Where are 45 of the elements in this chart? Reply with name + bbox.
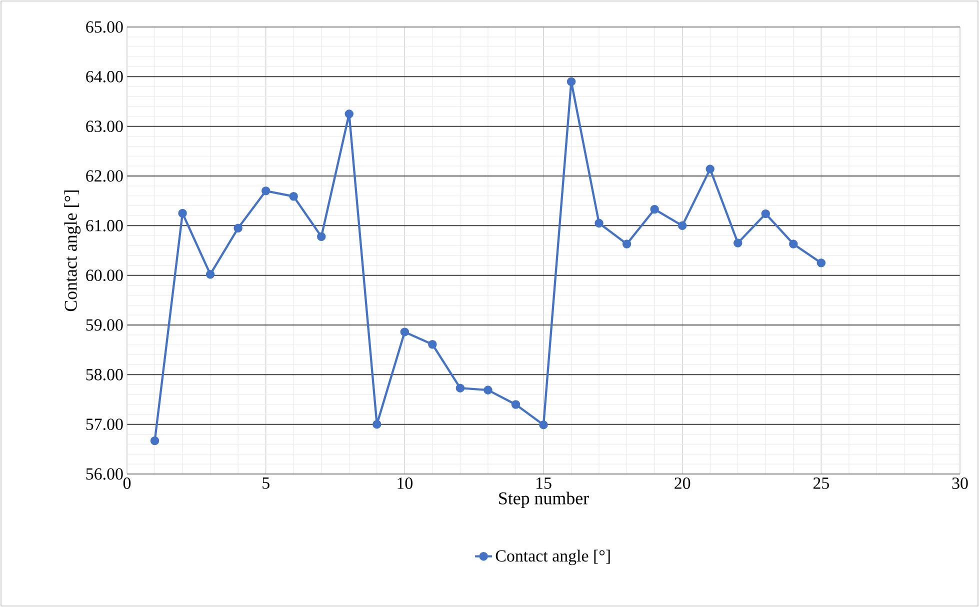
x-tick-label: 15 xyxy=(536,478,552,489)
point xyxy=(539,420,548,430)
x-tick-label: 5 xyxy=(262,478,270,489)
point xyxy=(622,240,632,248)
point xyxy=(650,204,659,214)
point xyxy=(566,77,576,86)
point xyxy=(428,340,437,349)
x-axis-title: Step number xyxy=(499,492,589,508)
y-axis-title: Contact angle [°] xyxy=(64,190,81,312)
point xyxy=(261,186,270,196)
y-tick-label: 59.00 xyxy=(86,319,123,331)
point xyxy=(344,110,354,118)
y-tick-label: 65.00 xyxy=(86,21,123,33)
y-tick-label: 61.00 xyxy=(86,220,123,232)
y-tick-label: 57.00 xyxy=(86,418,123,430)
point xyxy=(150,436,160,446)
point xyxy=(289,192,298,201)
x-tick-label: 10 xyxy=(398,478,412,489)
point xyxy=(706,164,714,174)
point xyxy=(733,238,742,248)
point xyxy=(511,400,520,409)
x-tick-label: 0 xyxy=(123,478,131,489)
point xyxy=(206,270,215,279)
point xyxy=(372,420,382,429)
y-tick-label: 62.00 xyxy=(86,170,123,182)
point xyxy=(761,209,770,218)
point xyxy=(234,224,242,233)
x-tick-label: 30 xyxy=(952,478,968,489)
point xyxy=(484,386,492,394)
point xyxy=(400,328,410,336)
point xyxy=(678,221,687,230)
point xyxy=(789,240,798,248)
legend-label: Contact angle [°] xyxy=(496,550,610,566)
y-tick-label: 56.00 xyxy=(86,468,123,480)
point xyxy=(594,218,604,228)
y-tick-label: 63.00 xyxy=(86,120,123,132)
point xyxy=(456,384,465,392)
x-tick-label: 25 xyxy=(813,478,829,489)
y-tick-label: 60.00 xyxy=(86,270,123,282)
x-tick-label: 20 xyxy=(674,478,690,489)
point xyxy=(316,232,326,241)
point xyxy=(816,258,826,268)
point xyxy=(178,208,187,218)
y-tick-label: 58.00 xyxy=(86,368,123,380)
y-tick-label: 64.00 xyxy=(86,70,123,82)
